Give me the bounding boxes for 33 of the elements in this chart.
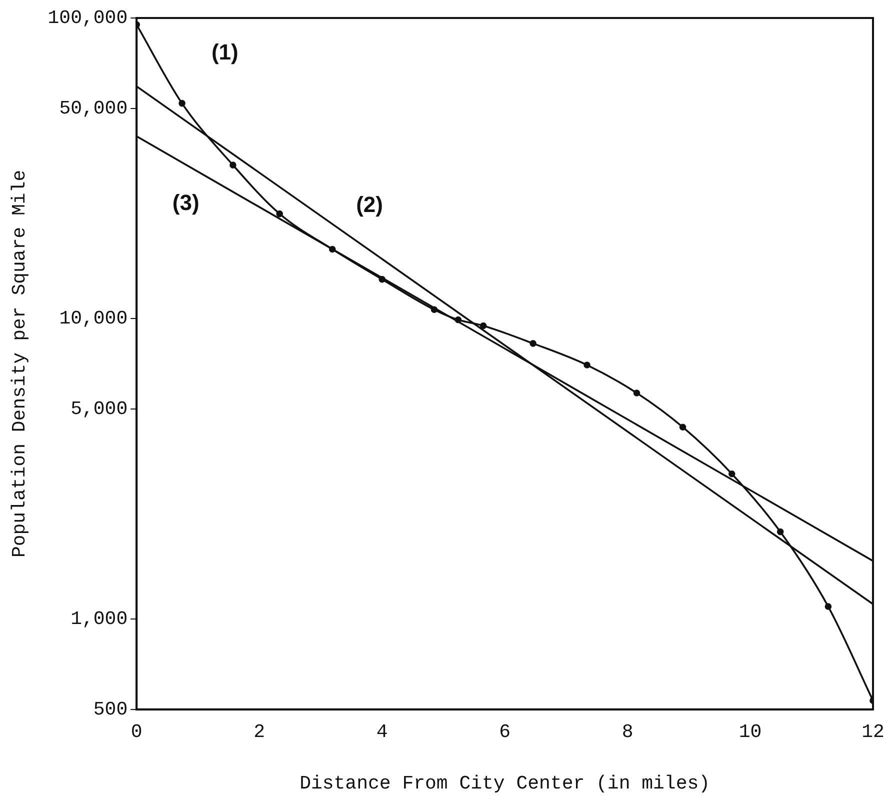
point — [230, 162, 236, 168]
x-tick-label: 2 — [254, 720, 266, 743]
x-tick-label: 10 — [738, 720, 762, 743]
point — [276, 210, 283, 218]
y-tick-label: 5,000 — [70, 398, 128, 420]
point — [679, 424, 686, 430]
point — [454, 316, 462, 324]
x-tick-label: 0 — [130, 720, 142, 743]
y-tick-label: 500 — [93, 698, 128, 720]
series-label: (3) — [172, 190, 200, 216]
y-tick-label: 1,000 — [70, 608, 128, 630]
y-tick-label: 100,000 — [48, 7, 128, 30]
point — [530, 340, 536, 347]
x-tick-label: 6 — [499, 720, 511, 743]
point — [178, 100, 186, 107]
y-tick-label: 50,000 — [59, 97, 128, 120]
point — [728, 470, 736, 478]
point — [430, 306, 438, 314]
point — [480, 322, 487, 330]
x-tick-label: 8 — [622, 720, 634, 743]
series-label: (2) — [356, 192, 383, 217]
text: (1) — [211, 40, 238, 65]
point — [378, 276, 386, 283]
point — [776, 528, 784, 536]
point — [328, 246, 336, 253]
point — [633, 390, 640, 396]
x-tick-label: 12 — [862, 720, 884, 743]
y-axis-title: Population Density per Square Mile — [8, 170, 30, 558]
x-tick-label: 4 — [376, 720, 388, 743]
x-axis-title: Distance From City Center (in miles) — [300, 772, 710, 795]
point — [824, 603, 832, 610]
point — [584, 362, 590, 368]
y-tick-label: 10,000 — [59, 308, 128, 330]
